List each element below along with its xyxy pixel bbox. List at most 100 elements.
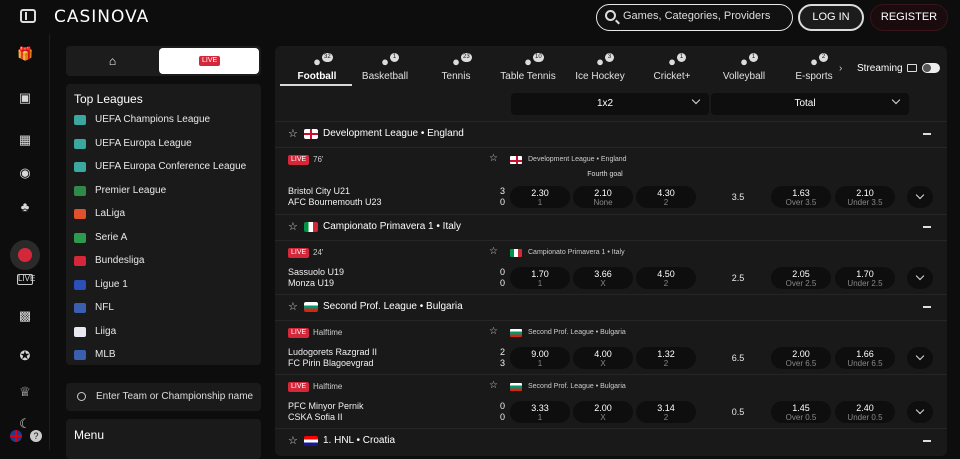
odds-button[interactable]: 3.66 X: [573, 267, 633, 289]
league-item[interactable]: UEFA Europa Conference League: [74, 159, 254, 175]
slot-machine-icon[interactable]: ▦: [18, 132, 32, 147]
odds-outcome-label: 2: [663, 413, 669, 422]
tab-sport-e-sports[interactable]: ● 2 E-sports: [779, 53, 849, 87]
collapse-icon[interactable]: [923, 306, 931, 308]
total-odds-button[interactable]: 2.40 Under 0.5: [835, 401, 895, 423]
league-item[interactable]: UEFA Europa League: [74, 136, 254, 152]
tab-sport-football[interactable]: ● 32 Football: [282, 53, 352, 87]
total-odds-button[interactable]: 1.45 Over 0.5: [771, 401, 831, 423]
odds-button[interactable]: 1.70 1: [510, 267, 570, 289]
chevron-right-icon[interactable]: ›: [839, 63, 843, 74]
team-search[interactable]: [66, 383, 261, 411]
crash-icon[interactable]: ☾: [19, 416, 31, 431]
collapse-icon[interactable]: [923, 133, 931, 135]
league-item[interactable]: MLB: [74, 347, 254, 363]
login-button[interactable]: LOG IN: [798, 4, 864, 31]
star-icon[interactable]: ☆: [288, 221, 298, 233]
league-item[interactable]: NFL: [74, 300, 254, 316]
virtual-icon[interactable]: ▩: [18, 308, 32, 323]
logo[interactable]: CASINOVA: [54, 7, 150, 27]
league-group-header[interactable]: ☆ Second Prof. League • Bulgaria: [275, 294, 947, 320]
bulgaria-flag-icon: [304, 302, 318, 312]
award-icon[interactable]: ✪: [19, 348, 31, 363]
home-team: Ludogorets Razgrad II: [288, 347, 378, 357]
odds-button[interactable]: 2.10 None: [573, 186, 633, 208]
star-icon[interactable]: ☆: [489, 153, 498, 164]
casino-icon[interactable]: ▣: [18, 90, 32, 105]
market-select-1x2[interactable]: 1x2: [511, 93, 709, 115]
total-odds-button[interactable]: 1.70 Under 2.5: [835, 267, 895, 289]
odds-button[interactable]: 4.50 2: [636, 267, 696, 289]
poker-chip-icon[interactable]: ◉: [19, 165, 31, 180]
tab-sport-ice-hockey[interactable]: ● 3 Ice Hockey: [565, 53, 635, 87]
odds-button[interactable]: 3.14 2: [636, 401, 696, 423]
league-item[interactable]: Bundesliga: [74, 253, 254, 269]
tab-sport-volleyball[interactable]: ● 1 Volleyball: [709, 53, 779, 87]
league-item[interactable]: Liiga: [74, 324, 254, 340]
star-icon[interactable]: ☆: [288, 301, 298, 313]
sports-ball-icon[interactable]: [10, 240, 40, 270]
odds-button[interactable]: 4.30 2: [636, 186, 696, 208]
match-league: Second Prof. League • Bulgaria: [528, 329, 626, 336]
league-group-header[interactable]: ☆ Campionato Primavera 1 • Italy: [275, 214, 947, 240]
total-odds-button[interactable]: 1.66 Under 6.5: [835, 347, 895, 369]
odds-button[interactable]: 4.00 X: [573, 347, 633, 369]
match-league: Campionato Primavera 1 • Italy: [528, 249, 625, 256]
help-icon[interactable]: ?: [30, 430, 42, 442]
collapse-icon[interactable]: [923, 226, 931, 228]
clover-icon[interactable]: ♣: [20, 199, 30, 214]
league-group-header[interactable]: ☆ 1. HNL • Croatia: [275, 428, 947, 454]
tab-sport-basketball[interactable]: ● 1 Basketball: [350, 53, 420, 87]
star-icon[interactable]: ☆: [288, 435, 298, 447]
league-item[interactable]: Ligue 1: [74, 277, 254, 293]
live-icon[interactable]: LIVE: [17, 274, 36, 285]
tennis-icon: ●: [452, 54, 460, 69]
streaming-toggle[interactable]: [922, 63, 940, 73]
sidebar-toggle-icon[interactable]: [20, 9, 36, 23]
odds-outcome-label: Under 2.5: [847, 279, 883, 288]
collapse-icon[interactable]: [923, 440, 931, 442]
expand-market-chevron-down-icon[interactable]: [907, 347, 933, 369]
team-search-input[interactable]: [96, 391, 256, 402]
global-search[interactable]: [596, 4, 793, 31]
sidebar-tabs: ⌂ LIVE: [66, 46, 261, 76]
odds-value: 2.00: [792, 349, 810, 359]
tab-sport-cricket-[interactable]: ● 1 Cricket+: [637, 53, 707, 87]
odds-button[interactable]: 9.00 1: [510, 347, 570, 369]
odds-button[interactable]: 3.33 1: [510, 401, 570, 423]
odds-button[interactable]: 1.32 2: [636, 347, 696, 369]
league-item[interactable]: UEFA Champions League: [74, 112, 254, 128]
league-logo-icon: [74, 303, 86, 313]
league-group-title: Second Prof. League • Bulgaria: [323, 301, 463, 312]
trophy-icon[interactable]: ♕: [19, 384, 31, 399]
language-flag-icon[interactable]: [10, 430, 22, 442]
odds-button[interactable]: 2.00 X: [573, 401, 633, 423]
market-select-total[interactable]: Total: [711, 93, 909, 115]
odds-button[interactable]: 2.30 1: [510, 186, 570, 208]
expand-market-chevron-down-icon[interactable]: [907, 186, 933, 208]
expand-market-chevron-down-icon[interactable]: [907, 267, 933, 289]
league-item[interactable]: Serie A: [74, 230, 254, 246]
tab-sport-tennis[interactable]: ● 23 Tennis: [421, 53, 491, 87]
star-icon[interactable]: ☆: [288, 128, 298, 140]
gift-icon[interactable]: 🎁: [17, 46, 34, 61]
register-button[interactable]: REGISTER: [870, 4, 948, 31]
divider: [275, 320, 947, 321]
total-odds-button[interactable]: 2.05 Over 2.5: [771, 267, 831, 289]
league-item[interactable]: Premier League: [74, 183, 254, 199]
total-odds-button[interactable]: 2.00 Over 6.5: [771, 347, 831, 369]
star-icon[interactable]: ☆: [489, 246, 498, 257]
expand-market-chevron-down-icon[interactable]: [907, 401, 933, 423]
star-icon[interactable]: ☆: [489, 326, 498, 337]
star-icon[interactable]: ☆: [489, 380, 498, 391]
tab-home[interactable]: ⌂: [68, 48, 157, 74]
league-group-header[interactable]: ☆ Development League • England: [275, 121, 947, 147]
menu-section[interactable]: Menu: [66, 419, 261, 459]
league-item[interactable]: LaLiga: [74, 206, 254, 222]
search-input[interactable]: [623, 10, 783, 22]
total-odds-button[interactable]: 2.10 Under 3.5: [835, 186, 895, 208]
total-odds-button[interactable]: 1.63 Over 3.5: [771, 186, 831, 208]
tab-live[interactable]: LIVE: [159, 48, 259, 74]
tab-sport-table-tennis[interactable]: ● 10 Table Tennis: [493, 53, 563, 87]
divider: [275, 147, 947, 148]
